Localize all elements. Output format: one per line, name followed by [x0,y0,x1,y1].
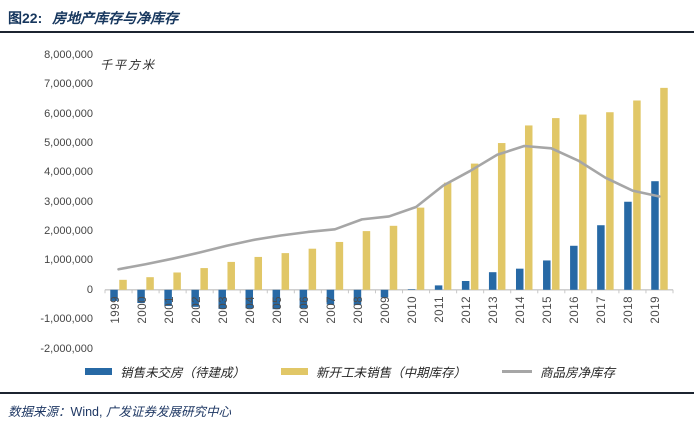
bar-newstart-2015 [552,118,560,290]
y-axis-unit-label: 千平方米 [100,58,157,72]
bar-sales-2007 [326,289,335,305]
bar-newstart-2001 [173,272,181,290]
net-inventory-line [117,144,661,271]
bar-sales-2015 [543,260,551,290]
y-tick-label: 2,000,000 [44,225,93,238]
bar-sales-2019 [651,181,659,290]
bar-newstart-2007 [335,241,344,290]
bar-newstart-2008 [362,231,371,290]
legend-item-net-inventory: 商品房净库存 [502,362,615,381]
bar-newstart-2016 [579,114,587,290]
bar-sales-2004 [245,289,254,309]
bar-newstart-2006 [308,248,317,290]
bar-newstart-2014 [524,125,533,290]
legend-label: 销售未交房（待建成） [119,365,245,380]
bar-newstart-2011 [443,182,452,290]
chart-legend: 销售未交房（待建成） 新开工未销售（中期库存） 商品房净库存 [0,358,700,384]
bar-sales-2017 [597,225,605,290]
bar-sales-2014 [515,268,524,290]
source-org: 广发证券发展研究中心 [105,405,231,419]
figure-title: 房地产库存与净库存 [52,10,179,26]
bar-sales-2006 [299,289,308,308]
y-tick-label: 5,000,000 [44,137,93,150]
figure-number: 图22: [8,10,43,26]
bar-sales-1999 [110,289,118,301]
chart-canvas [104,87,674,310]
figure-header: 图22: 房地产库存与净库存 [0,0,694,33]
figure-footer: 数据来源：Wind, 广发证券发展研究中心 [0,392,694,426]
source-vendor: Wind, [70,405,106,419]
bar-sales-2018 [624,201,632,290]
bar-newstart-2005 [281,253,290,290]
bar-newstart-2012 [470,163,479,290]
gray-line-swatch-icon [502,369,532,373]
bar-sales-2013 [488,272,497,290]
bar-newstart-2004 [254,256,263,290]
bar-sales-2008 [353,289,362,306]
bar-sales-2012 [461,280,470,290]
bar-newstart-1999 [119,279,127,290]
y-tick-label: 0 [86,283,93,296]
y-tick-label: 3,000,000 [44,195,93,208]
bar-newstart-2018 [633,100,641,290]
bar-newstart-2010 [416,207,425,290]
bar-sales-2009 [380,289,389,298]
bar-newstart-2000 [146,277,154,290]
y-tick-label: 6,000,000 [44,107,93,120]
legend-item-newstart-unsold: 新开工未销售（中期库存） [280,362,466,381]
bar-newstart-2002 [200,268,208,290]
bar-sales-2011 [434,285,443,290]
y-tick-label: 7,000,000 [44,78,93,91]
source-label: 数据来源： [8,405,71,419]
y-tick-label: 1,000,000 [44,254,93,267]
bar-sales-2001 [164,289,172,306]
bar-newstart-2013 [497,143,506,290]
bar-newstart-2019 [660,87,668,290]
yellow-bar-swatch-icon [280,367,308,375]
blue-bar-swatch-icon [84,367,112,375]
bar-newstart-2017 [606,112,614,290]
bar-sales-2016 [570,245,578,290]
legend-label: 新开工未销售（中期库存） [315,365,466,380]
bar-newstart-2003 [227,261,235,290]
y-tick-label: 4,000,000 [44,166,93,179]
legend-item-sales-undelivered: 销售未交房（待建成） [84,362,245,381]
legend-label: 商品房净库存 [540,365,616,380]
bar-sales-2005 [272,289,281,310]
y-tick-label: -1,000,000 [40,313,93,326]
bar-sales-2000 [137,289,145,304]
y-axis-tick-labels: 8,000,000 7,000,000 6,000,000 5,000,000 4,00… [0,40,93,358]
bar-sales-2010 [407,289,416,290]
y-tick-label: 8,000,000 [44,49,93,61]
bar-newstart-2009 [389,225,398,290]
bar-sales-2003 [218,289,226,309]
bar-sales-2002 [191,289,199,307]
y-tick-label: -2,000,000 [40,342,93,355]
